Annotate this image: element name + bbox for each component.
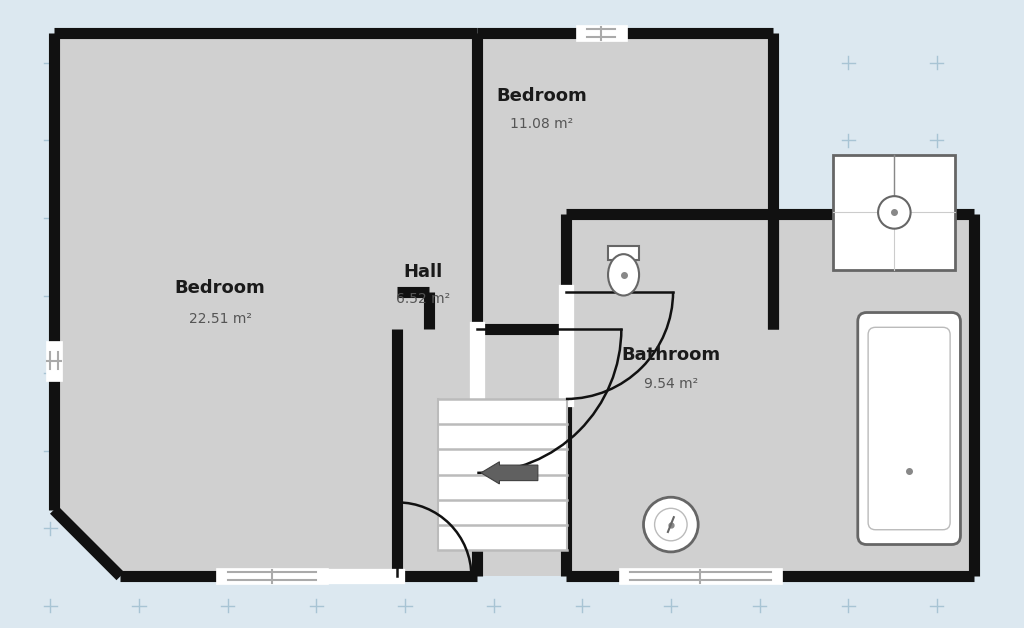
Text: Hall: Hall [403, 263, 443, 281]
Text: 6.52 m²: 6.52 m² [396, 292, 451, 306]
Polygon shape [566, 214, 974, 577]
FancyArrow shape [481, 462, 538, 484]
Text: 22.51 m²: 22.51 m² [188, 312, 252, 326]
Polygon shape [54, 33, 477, 577]
Text: 9.54 m²: 9.54 m² [644, 377, 698, 391]
Polygon shape [477, 214, 566, 329]
Text: Bedroom: Bedroom [175, 279, 265, 297]
Polygon shape [477, 33, 773, 329]
Ellipse shape [608, 254, 639, 296]
FancyBboxPatch shape [858, 313, 961, 544]
Bar [438, 399, 567, 550]
Bar [834, 155, 955, 269]
Bar [608, 246, 639, 260]
Circle shape [879, 196, 910, 229]
Circle shape [643, 497, 698, 552]
Polygon shape [397, 329, 566, 577]
Text: Bedroom: Bedroom [497, 87, 587, 105]
Circle shape [654, 508, 687, 541]
FancyBboxPatch shape [868, 327, 950, 530]
Text: 11.08 m²: 11.08 m² [510, 117, 573, 131]
Text: Bathroom: Bathroom [622, 345, 721, 364]
